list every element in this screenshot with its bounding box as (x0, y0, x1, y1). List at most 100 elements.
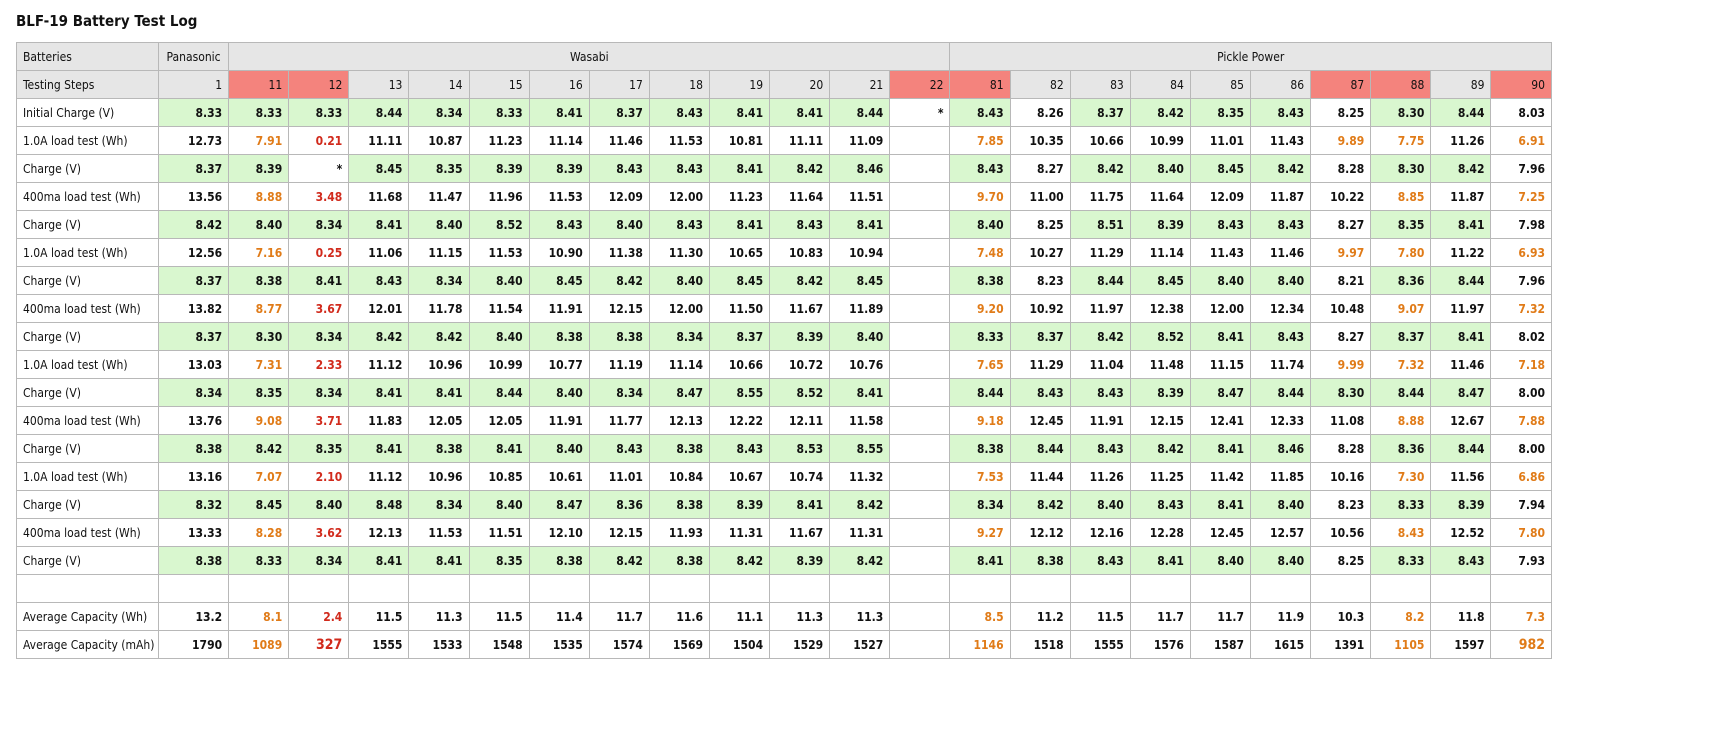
cell: 10.22 (1310, 182, 1372, 211)
group-header: Wasabi (228, 42, 951, 71)
cell: 8.42 (348, 322, 410, 351)
cell: 10.96 (408, 462, 470, 491)
cell: 11.15 (408, 238, 470, 267)
cell: 6.86 (1490, 462, 1552, 491)
cell: 12.00 (1189, 294, 1252, 323)
cell: 11.91 (528, 294, 590, 323)
cell: 8.43 (588, 434, 650, 463)
blank-cell (889, 574, 951, 603)
cell: 11.25 (1129, 462, 1191, 491)
cell: 8.45 (228, 490, 290, 519)
cell: 8.43 (528, 210, 590, 239)
cell: 8.38 (528, 546, 590, 575)
cell: 12.11 (769, 406, 831, 435)
cell: 12.10 (528, 518, 590, 547)
cell: 8.33 (949, 322, 1011, 351)
cell: 11.2 (1009, 602, 1071, 631)
cell: 9.99 (1310, 350, 1372, 379)
cell: 12.57 (1250, 518, 1312, 547)
cell: 12.09 (588, 182, 650, 211)
cell: 8.44 (1430, 98, 1492, 127)
row-label: Initial Charge (V) (15, 98, 160, 127)
column-header: 81 (949, 70, 1011, 99)
column-header: 83 (1069, 70, 1131, 99)
cell: 1089 (228, 630, 290, 659)
cell: 11.83 (348, 406, 410, 435)
cell: 8.28 (1310, 434, 1372, 463)
cell: 8.41 (348, 434, 410, 463)
cell: 1587 (1189, 630, 1252, 659)
cell: 10.85 (468, 462, 530, 491)
cell: 11.53 (408, 518, 470, 547)
cell: 10.66 (1069, 126, 1131, 155)
cell: 11.11 (348, 126, 410, 155)
cell: 8.41 (528, 98, 590, 127)
cell: 1533 (408, 630, 470, 659)
cell: 8.39 (468, 154, 530, 183)
cell: 7.96 (1490, 266, 1552, 295)
cell: 8.37 (1069, 98, 1131, 127)
group-header: Pickle Power (949, 42, 1552, 71)
column-header: 84 (1129, 70, 1191, 99)
cell: 10.65 (708, 238, 771, 267)
cell: 8.39 (1129, 210, 1191, 239)
cell: 11.74 (1250, 350, 1312, 379)
cell: 8.33 (228, 546, 290, 575)
cell: 8.42 (1129, 434, 1191, 463)
battery-table: Batteries Panasonic Wasabi Pickle Power Test… (15, 42, 1552, 659)
row-header: Testing Steps (15, 70, 160, 99)
cell: 11.64 (1129, 182, 1191, 211)
row-label: Average Capacity (Wh) (15, 602, 160, 631)
cell: 8.40 (408, 210, 470, 239)
blank-cell (158, 574, 230, 603)
cell: 8.37 (1370, 322, 1432, 351)
cell: 8.77 (228, 294, 290, 323)
cell: 8.33 (1370, 490, 1432, 519)
cell: 8.35 (1370, 210, 1432, 239)
column-header: 82 (1009, 70, 1071, 99)
cell: 11.51 (829, 182, 891, 211)
cell: 11.5 (348, 602, 410, 631)
cell: 9.08 (228, 406, 290, 435)
row-label: Average Capacity (mAh) (15, 630, 160, 659)
cell: 8.42 (1069, 322, 1131, 351)
cell: 10.72 (769, 350, 831, 379)
cell (889, 630, 951, 659)
cell: 12.73 (158, 126, 230, 155)
row-label: Charge (V) (15, 378, 160, 407)
cell: 8.35 (408, 154, 470, 183)
cell: 11.19 (588, 350, 650, 379)
cell: 10.96 (408, 350, 470, 379)
cell: 0.25 (288, 238, 350, 267)
cell: 11.53 (648, 126, 710, 155)
cell: 11.4 (528, 602, 590, 631)
cell: 8.38 (228, 266, 290, 295)
cell: 8.34 (408, 490, 470, 519)
cell: 8.43 (588, 154, 650, 183)
cell: 11.32 (829, 462, 891, 491)
cell: 8.35 (228, 378, 290, 407)
cell: 1576 (1129, 630, 1191, 659)
cell: 11.12 (348, 350, 410, 379)
cell: 11.9 (1250, 602, 1312, 631)
blank-cell (1250, 574, 1312, 603)
cell: 8.40 (468, 490, 530, 519)
column-header: 20 (769, 70, 831, 99)
cell: 8.34 (288, 546, 350, 575)
cell: 1597 (1430, 630, 1492, 659)
cell: 8.25 (1009, 210, 1071, 239)
cell: 8.40 (1069, 490, 1131, 519)
row-label: Charge (V) (15, 546, 160, 575)
cell: 8.33 (228, 98, 290, 127)
cell: 8.38 (408, 434, 470, 463)
row: 400ma load test (Wh) 13.33 8.28 3.62 12.13 11… (15, 518, 1552, 547)
cell: 8.42 (408, 322, 470, 351)
column-header: 16 (528, 70, 590, 99)
cell: 8.44 (1370, 378, 1432, 407)
cell: 7.85 (949, 126, 1011, 155)
cell: 8.5 (949, 602, 1011, 631)
row-label: Charge (V) (15, 322, 160, 351)
cell: 8.34 (288, 210, 350, 239)
column-header: 17 (588, 70, 650, 99)
cell: 11.53 (528, 182, 590, 211)
